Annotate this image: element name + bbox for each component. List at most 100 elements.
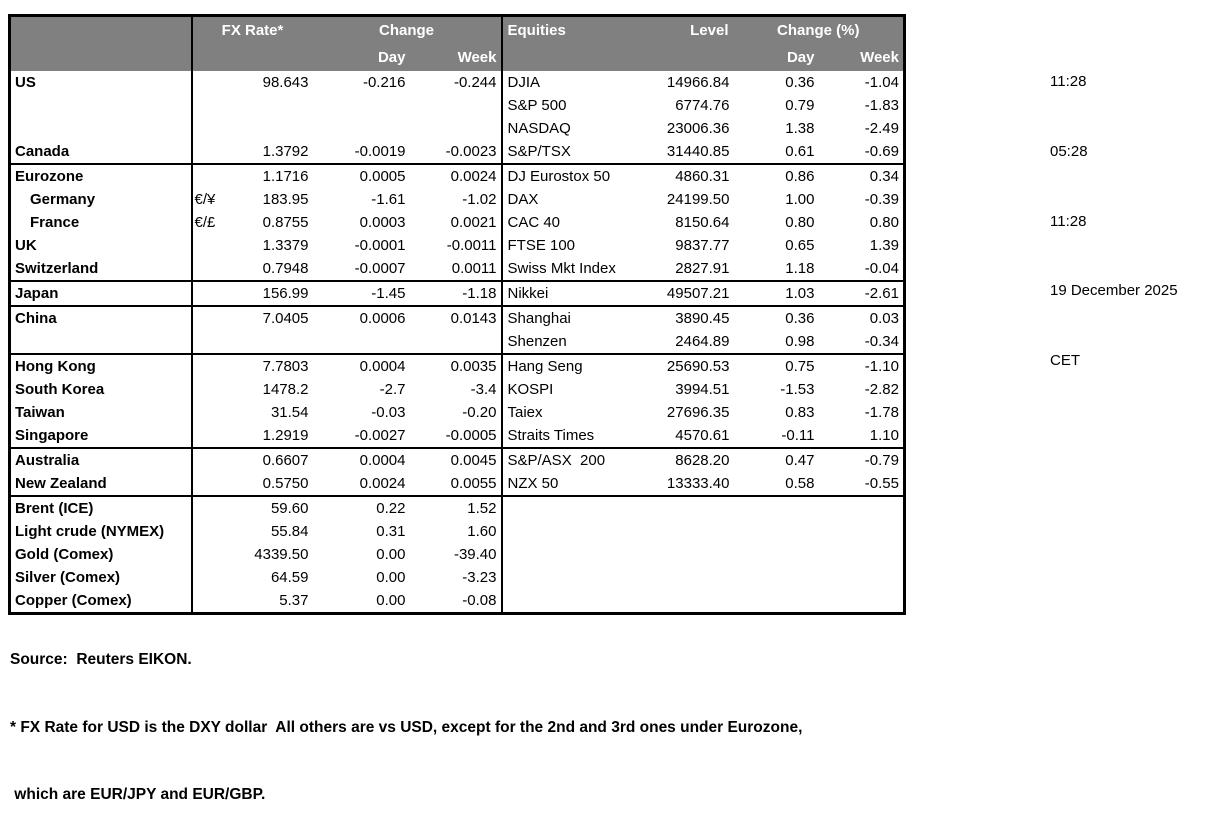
fx-country-cell: Hong Kong <box>9 353 193 378</box>
market-row: Germany €/¥ 183.95 -1.61 -1.02 DAX 24199.50 1.0… <box>9 188 905 211</box>
equity-level-cell: 24199.50 <box>666 191 730 208</box>
equity-day-cell: 0.61 <box>785 143 815 160</box>
fx-country-cell: South Korea <box>9 378 193 401</box>
market-row: Gold (Comex) 4339.50 0.00 -39.40 <box>9 543 905 566</box>
equity-name-cell: Straits Times <box>507 427 595 444</box>
fx-rate-cell <box>226 330 313 354</box>
market-row: Brent (ICE) 59.60 0.22 1.52 <box>9 495 905 520</box>
header-fx-day: Day <box>312 44 410 71</box>
timestamp-date: 19 December 2025 <box>1050 282 1178 300</box>
equity-day-cell: 1.00 <box>785 191 815 208</box>
fx-rate-cell: 59.60 <box>225 495 313 520</box>
fx-rate-cell: 1.2919 <box>262 427 309 444</box>
equity-day-cell: 0.36 <box>785 74 815 91</box>
timestamp-time-3: 11:28 <box>1050 212 1087 230</box>
fx-country-cell: Switzerland <box>9 257 193 281</box>
equity-name-cell: S&P/ASX 200 <box>501 447 654 472</box>
fx-rate-cell: 5.37 <box>279 592 309 609</box>
fx-country-cell: Germany <box>9 188 193 211</box>
header-fx-rate: FX Rate* <box>191 15 313 71</box>
fx-rate-cell: 156.99 <box>225 280 313 306</box>
fx-change-day-cell: 0.0005 <box>312 163 410 188</box>
equity-day-cell: 1.18 <box>785 260 815 277</box>
footer-notes: Source: Reuters EIKON. * FX Rate for USD… <box>10 604 802 829</box>
fx-change-week-cell: -0.08 <box>409 589 503 614</box>
fx-change-week-cell: -39.40 <box>409 543 503 566</box>
fx-pair-cell <box>191 163 226 188</box>
equity-name-cell <box>502 566 654 589</box>
equity-day-cell <box>734 543 819 566</box>
header-equity-day: Day <box>733 44 819 71</box>
market-row: Eurozone 1.1716 0.0005 0.0024 DJ Eurostox 50… <box>9 163 905 188</box>
fx-change-week-cell: 1.52 <box>409 495 503 520</box>
market-row: Singapore 1.2919 -0.0027 -0.0005 Straits Tim… <box>9 424 905 448</box>
fx-change-day-cell: 0.31 <box>376 523 406 540</box>
fx-change-week-cell: 0.0143 <box>409 305 503 330</box>
fx-change-day-cell: 0.00 <box>376 569 406 586</box>
timestamp-timezone: CET <box>1050 351 1080 369</box>
equity-name-cell: DJ Eurostox 50 <box>501 163 654 188</box>
fx-change-week-cell: -0.0023 <box>409 140 503 164</box>
equity-day-cell: 0.86 <box>733 163 819 188</box>
equity-day-cell: 0.47 <box>733 447 819 472</box>
market-table-body: US 98.643 -0.216 -0.244 DJIA 14966.84 0.36 -1.0… <box>9 71 905 614</box>
market-row: Copper (Comex) 5.37 0.00 -0.08 <box>9 589 905 614</box>
fx-pair-cell <box>191 353 226 378</box>
equity-level-cell <box>654 543 734 566</box>
market-row: NASDAQ 23006.36 1.38 -2.49 <box>9 117 905 140</box>
fx-country-cell: New Zealand <box>9 472 193 496</box>
fx-rate-cell: 7.0405 <box>225 305 313 330</box>
equity-name-cell: NASDAQ <box>507 120 571 137</box>
equity-day-cell: -0.11 <box>781 427 815 444</box>
equity-week-cell <box>819 566 905 589</box>
equity-day-cell <box>734 520 819 543</box>
equity-level-cell: 4570.61 <box>675 427 730 444</box>
equity-name-cell: Taiex <box>507 404 543 421</box>
equity-level-cell: 2827.91 <box>675 260 730 277</box>
equity-name-cell: DJIA <box>507 74 541 91</box>
market-row: Switzerland 0.7948 -0.0007 0.0011 Swiss Mkt … <box>9 257 905 281</box>
fx-pair-cell <box>192 520 226 543</box>
header-level: Level <box>653 15 734 71</box>
fx-country-cell: Australia <box>9 447 193 472</box>
fx-rate-cell: 1.3792 <box>262 143 309 160</box>
equity-level-cell: 6774.76 <box>675 97 730 114</box>
equity-week-cell: -2.49 <box>864 120 899 137</box>
equity-week-cell: 0.03 <box>818 305 905 330</box>
fx-rate-cell: 7.7803 <box>225 353 313 378</box>
fx-rate-cell: 1.3379 <box>262 237 309 254</box>
fx-country-cell: Silver (Comex) <box>9 566 193 589</box>
equity-day-cell: 0.79 <box>785 97 815 114</box>
fx-change-day-cell: 0.0004 <box>312 353 410 378</box>
equity-day-cell: 0.98 <box>785 333 815 350</box>
equity-week-cell <box>818 495 905 520</box>
fx-change-day-cell <box>313 330 410 354</box>
equity-day-cell: 1.03 <box>733 280 819 306</box>
fx-pair-cell <box>191 495 226 520</box>
equity-name-cell: FTSE 100 <box>507 237 576 254</box>
header-fx-change: Change <box>312 15 503 44</box>
fx-pair-cell <box>192 140 226 164</box>
equity-level-cell: 8628.20 <box>653 447 734 472</box>
equity-name-cell <box>502 543 654 566</box>
fx-rate-cell: 0.8755 <box>262 214 309 231</box>
equity-week-cell: -0.39 <box>864 191 899 208</box>
fx-country-cell <box>9 117 193 140</box>
fx-change-day-cell: -1.45 <box>312 280 410 306</box>
fx-country-cell: China <box>9 305 193 330</box>
header-fx-week: Week <box>409 44 503 71</box>
fx-rate-cell: 4339.50 <box>254 546 309 563</box>
fx-change-week-cell: -0.0011 <box>409 234 503 257</box>
equity-name-cell: Swiss Mkt Index <box>507 260 616 277</box>
equity-week-cell: -0.79 <box>818 447 905 472</box>
fx-change-day-cell: -0.0001 <box>354 237 406 254</box>
fx-change-week-cell: 0.0024 <box>409 163 503 188</box>
fx-change-day-cell: 0.0004 <box>312 447 410 472</box>
fx-change-day-cell: 0.0003 <box>359 214 406 231</box>
equity-level-cell: 9837.77 <box>675 237 730 254</box>
fx-pair-cell <box>192 330 226 354</box>
fx-change-day-cell: 0.00 <box>376 592 406 609</box>
equity-week-cell: -0.04 <box>864 260 899 277</box>
fx-change-week-cell: 1.60 <box>409 520 503 543</box>
fx-country-cell <box>9 330 193 354</box>
